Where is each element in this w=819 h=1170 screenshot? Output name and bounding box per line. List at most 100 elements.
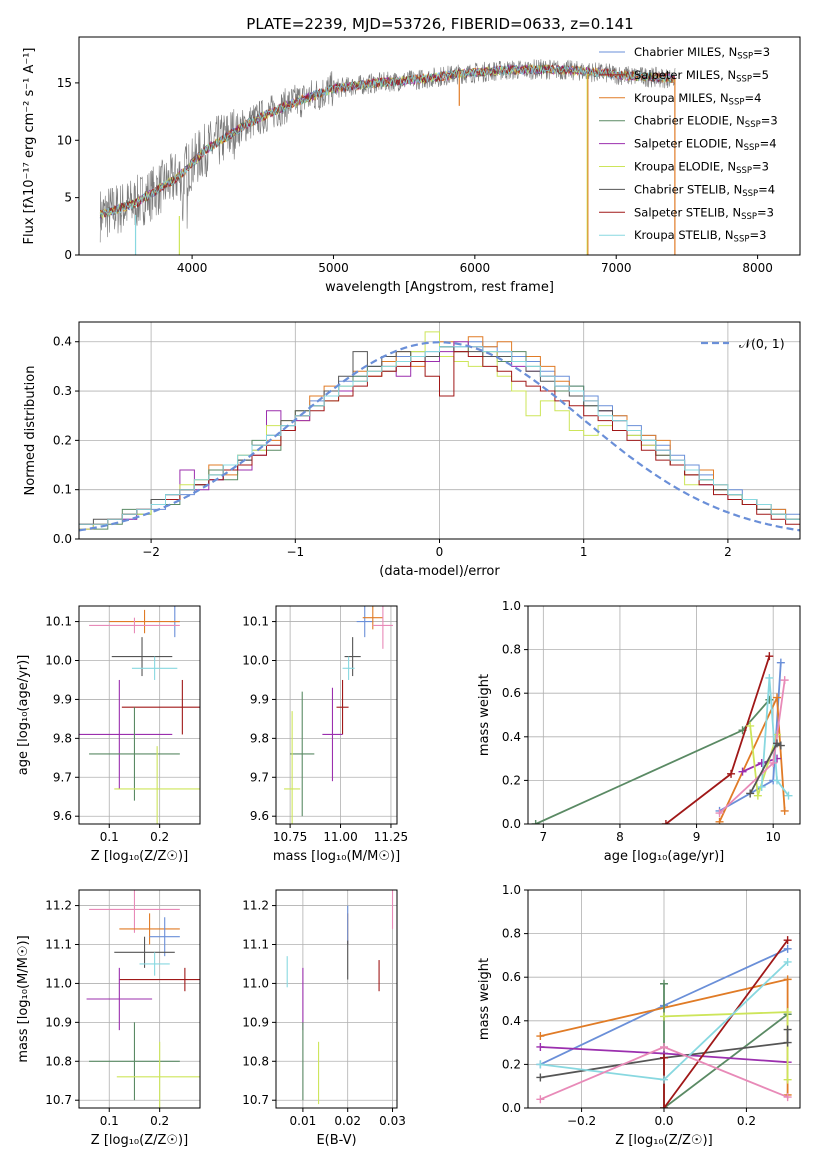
weight-marker (738, 767, 747, 776)
y-tick-label: 0.3 (53, 384, 72, 398)
y-tick-label: 9.7 (250, 770, 269, 784)
x-axis-label: E(B-V) (316, 1133, 356, 1148)
y-tick-label: 0 (64, 248, 72, 262)
y-tick-label: 0.2 (53, 433, 72, 447)
weight-marker (660, 979, 668, 988)
weight-marker (773, 693, 782, 702)
errorbar-point (284, 711, 301, 824)
errorbar-point (121, 679, 200, 735)
plot-area-age_vs_Z (79, 606, 200, 824)
weight-line (663, 939, 789, 1108)
plot-area-mass_vs_Z (86, 890, 200, 1108)
panel-mass_vs_Z: 0.1 0.2 10.7 10.8 10.9 11.0 11.1 11.2 Z [log₁₀(Z… (16, 889, 201, 1148)
x-tick-label: 0.1 (100, 830, 119, 844)
weight-marker (536, 1060, 545, 1069)
legend-spectrum: Chabrier MILES, NSSP=3 Salpeter MILES, NS… (599, 45, 778, 245)
weight-marker (765, 673, 774, 682)
x-tick-label: 0.0 (654, 1114, 673, 1128)
y-axis-label: mass weight (477, 958, 492, 1040)
x-tick-label: 0.03 (379, 1114, 406, 1128)
x-tick-label: 7000 (601, 261, 632, 275)
legend-label: Kroupa MILES, NSSP=4 (634, 91, 761, 108)
weight-marker (715, 817, 724, 824)
weight-marker (783, 936, 792, 945)
x-tick-label: 0.2 (150, 830, 169, 844)
weight-marker (661, 820, 670, 824)
weight-marker (660, 1042, 668, 1051)
x-axis-label: wavelength [Angstrom, rest frame] (325, 280, 554, 295)
errorbar-point (342, 656, 355, 680)
y-tick-label: 0.4 (502, 730, 521, 744)
y-tick-label: 0.0 (502, 1101, 521, 1115)
weight-marker (765, 695, 774, 704)
x-tick-label: 1 (580, 545, 588, 559)
y-tick-label: 10 (57, 133, 72, 147)
weight-marker (660, 1053, 668, 1062)
errorbar-point (111, 637, 173, 677)
weight-marker (536, 1095, 545, 1104)
x-axis-label: Z [log₁₀(Z/Z☉)] (91, 849, 188, 864)
weight-marker (536, 1032, 545, 1041)
panel-weight_vs_Z: −0.2 0.0 0.2 0.0 0.2 0.4 0.6 0.8 1.0 Z [log₁₀(Z/Z… (477, 883, 801, 1148)
x-tick-label: 8000 (742, 261, 773, 275)
weight-marker (715, 809, 724, 818)
errorbar-point (372, 606, 393, 649)
y-axis-label: Flux [fλ10⁻¹⁷ erg cm⁻² s⁻¹ A⁻¹] (22, 48, 37, 245)
errorbar-point (89, 1022, 180, 1101)
y-tick-label: 11.0 (242, 976, 269, 990)
weight-marker (536, 1042, 545, 1051)
model-spectrum-line (99, 64, 675, 217)
x-tick-label: −0.2 (567, 1114, 596, 1128)
weight-line (760, 677, 790, 797)
y-tick-label: 0.6 (502, 686, 521, 700)
errorbar-point (356, 606, 373, 638)
weight-marker (776, 658, 785, 667)
y-tick-label: 0.8 (502, 927, 521, 941)
weight-marker (783, 1075, 792, 1084)
y-tick-label: 10.8 (45, 1054, 72, 1068)
axes-frame (78, 36, 801, 256)
errorbar-point (86, 967, 153, 1031)
y-tick-label: 10.7 (45, 1093, 72, 1107)
y-tick-label: 0.0 (502, 817, 521, 831)
errorbar-point (322, 687, 343, 782)
y-tick-label: 9.6 (53, 809, 72, 823)
x-axis-label: age [log₁₀(age/yr)] (604, 849, 725, 864)
x-tick-label: 0.2 (737, 1114, 756, 1128)
errorbar-point (119, 913, 180, 945)
errorbar-point (89, 617, 180, 634)
y-tick-label: 15 (57, 76, 72, 90)
plot-area-weight_vs_age (531, 652, 793, 824)
panel-mass_vs_ebv: 0.01 0.02 0.03 10.7 10.8 10.9 11.0 11.1 11.2 E(B-… (242, 889, 406, 1148)
weight-marker (757, 782, 766, 791)
x-axis-label: (data-model)/error (379, 564, 500, 579)
y-tick-label: 10.0 (45, 654, 72, 668)
x-axis-label: Z [log₁₀(Z/Z☉)] (615, 1133, 712, 1148)
weight-marker (769, 758, 778, 767)
y-axis-label: mass [log₁₀(M/M☉)] (16, 935, 31, 1062)
x-tick-label: 11.00 (323, 830, 357, 844)
y-tick-label: 10.1 (45, 615, 72, 629)
weight-marker (765, 652, 774, 661)
weight-marker (746, 789, 755, 798)
x-axis-label: mass [log₁₀(M/M☉)] (273, 849, 400, 864)
weight-marker (783, 1093, 792, 1102)
y-tick-label: 9.9 (250, 692, 269, 706)
x-tick-label: −2 (142, 545, 160, 559)
weight-marker (783, 1025, 792, 1034)
y-tick-label: 10.9 (242, 1015, 269, 1029)
x-tick-label: 0.02 (334, 1114, 361, 1128)
weight-marker (783, 957, 792, 966)
x-tick-label: 5000 (318, 261, 349, 275)
weight-line (540, 1029, 789, 1079)
weight-marker (783, 975, 792, 984)
weight-marker (660, 1075, 668, 1084)
legend-label: Chabrier ELODIE, NSSP=3 (634, 114, 778, 131)
y-tick-label: 1.0 (502, 883, 521, 897)
weight-marker (660, 1104, 668, 1108)
errorbar-point (336, 679, 349, 735)
weight-marker (780, 806, 789, 815)
x-tick-label: 8 (616, 830, 624, 844)
y-tick-label: 9.7 (53, 770, 72, 784)
axes-frame (78, 321, 801, 540)
